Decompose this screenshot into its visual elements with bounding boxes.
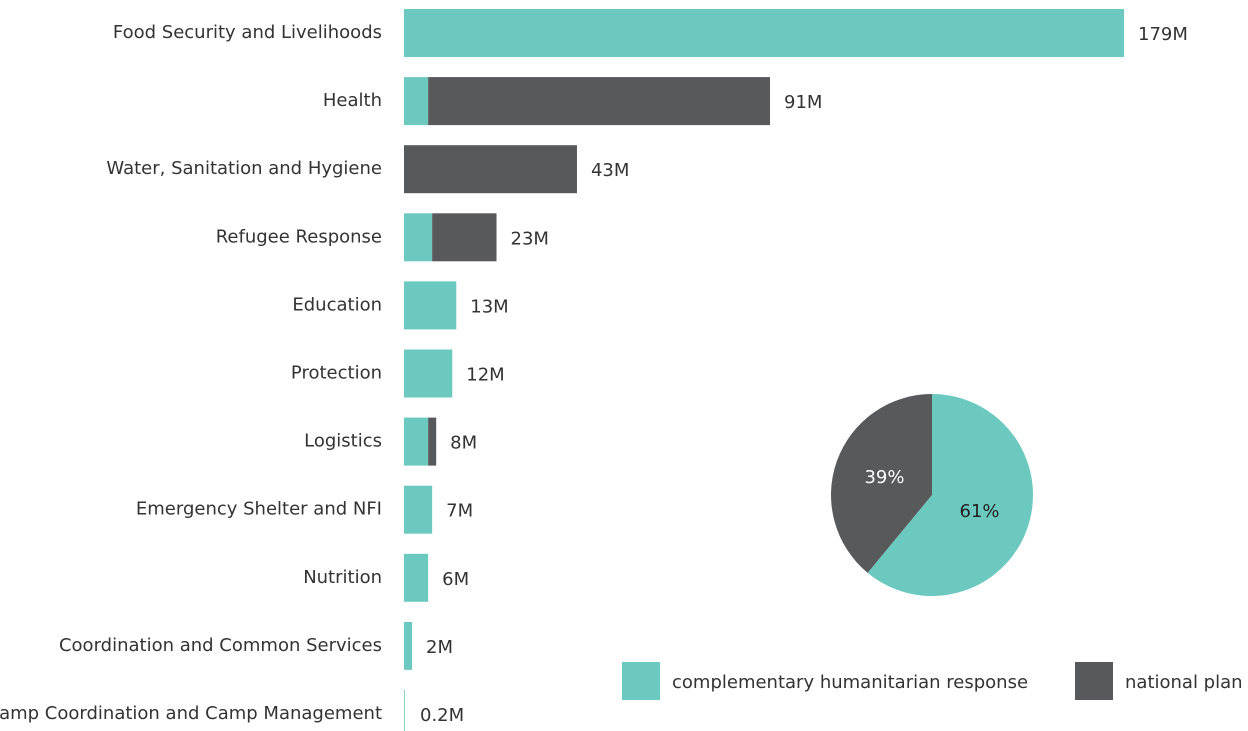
bar-segment xyxy=(404,145,577,194)
category-label: Education xyxy=(292,294,382,315)
bar-segment xyxy=(428,77,771,126)
bar-segment xyxy=(404,417,429,466)
total-label: 2M xyxy=(426,637,453,658)
total-label: 12M xyxy=(466,365,504,386)
bar-segment xyxy=(404,553,429,602)
total-label: 0.2M xyxy=(420,705,464,726)
legend-label: national plan xyxy=(1125,672,1243,693)
total-label: 91M xyxy=(784,92,822,113)
legend-label: complementary humanitarian response xyxy=(672,672,1028,693)
bar-segment xyxy=(404,281,457,330)
bar-segment xyxy=(404,485,433,534)
legend-swatch xyxy=(1075,662,1113,700)
total-label: 7M xyxy=(446,501,473,522)
total-label: 13M xyxy=(470,296,508,317)
pie-slice xyxy=(830,394,932,573)
legend-swatch xyxy=(622,662,660,700)
pie-label: 61% xyxy=(960,501,1000,522)
total-label: 23M xyxy=(511,228,549,249)
bar-segment xyxy=(404,349,453,398)
total-label: 179M xyxy=(1138,24,1188,45)
total-label: 6M xyxy=(442,569,469,590)
bar-segment xyxy=(432,213,497,262)
bar-segment xyxy=(404,213,433,262)
pie-label: 39% xyxy=(864,467,904,488)
pie-slice xyxy=(867,394,1033,596)
category-label: Nutrition xyxy=(303,567,382,588)
category-label: Emergency Shelter and NFI xyxy=(136,499,382,520)
category-label: Camp Coordination and Camp Management xyxy=(0,703,382,724)
category-label: Water, Sanitation and Hygiene xyxy=(106,158,382,179)
bar-segment xyxy=(404,621,413,670)
category-label: Coordination and Common Services xyxy=(59,635,382,656)
category-label: Food Security and Livelihoods xyxy=(113,22,382,43)
bar-segment xyxy=(428,417,437,466)
bar-segment xyxy=(404,690,405,731)
category-label: Health xyxy=(323,90,382,111)
category-label: Logistics xyxy=(304,431,382,452)
bar-segment xyxy=(404,77,429,126)
category-label: Refugee Response xyxy=(216,226,382,247)
total-label: 8M xyxy=(450,433,477,454)
category-label: Protection xyxy=(291,363,382,384)
bar-segment xyxy=(404,9,1124,57)
total-label: 43M xyxy=(591,160,629,181)
